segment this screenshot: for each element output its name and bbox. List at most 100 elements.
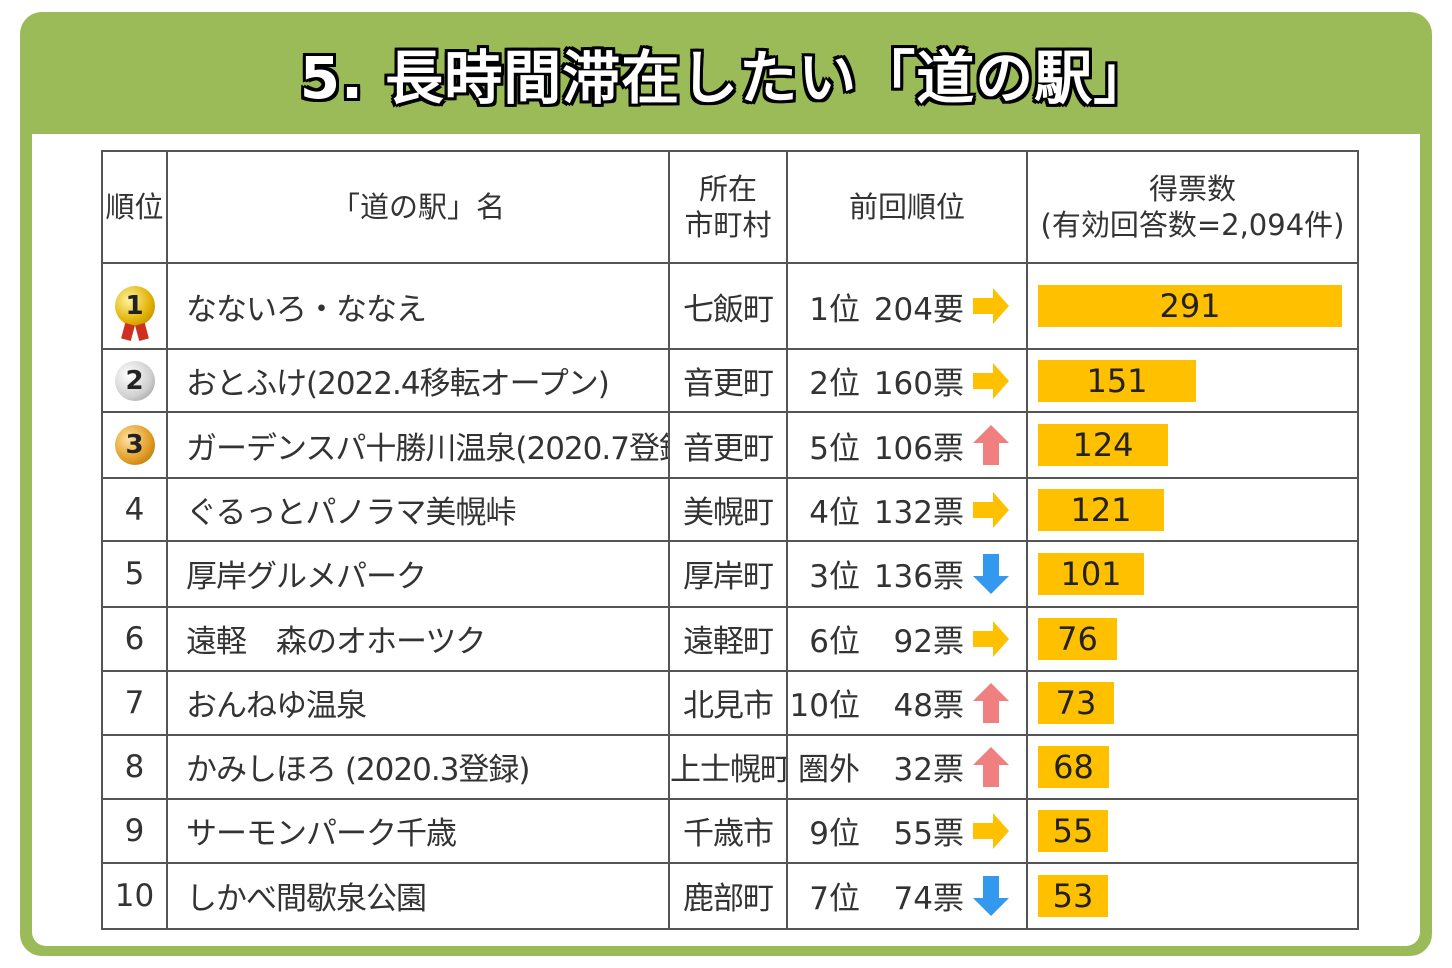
table-row: 7 おんねゆ温泉 北見市 10位 48票 73 <box>101 669 1359 736</box>
header-prev: 前回順位 <box>786 150 1028 264</box>
rank-cell: 9 <box>101 797 168 864</box>
votes-bar: 291 <box>1038 285 1342 328</box>
previous-votes: 106票 <box>873 430 964 467</box>
header-votes: 得票数 (有効回答数=2,094件) <box>1026 150 1359 264</box>
town-name: 千歳市 <box>668 797 788 864</box>
medal-silver-icon: 2 <box>114 360 155 401</box>
table-row: 1 なないろ・ななえ 七飯町 1位 204要 291 <box>101 261 1359 351</box>
rank-cell: 5 <box>101 540 168 608</box>
previous-votes: 48票 <box>893 688 964 725</box>
previous-rank-cell: 4位 132票 <box>786 477 1028 543</box>
votes-bar-label: 121 <box>1070 490 1132 529</box>
previous-votes: 74票 <box>893 881 964 918</box>
town-name: 厚岸町 <box>668 540 788 608</box>
previous-rank-content: 5位 106票 <box>789 414 1025 476</box>
header-town-line2: 市町村 <box>684 208 772 242</box>
votes-cell: 151 <box>1026 348 1359 414</box>
previous-votes: 204要 <box>873 291 964 328</box>
previous-rank-cell: 5位 106票 <box>786 411 1028 480</box>
ribbon-icon <box>120 323 135 342</box>
table-row: 9 サーモンパーク千歳 千歳市 9位 55票 55 <box>101 797 1359 864</box>
previous-rank-cell: 1位 204要 <box>786 261 1028 351</box>
votes-cell: 55 <box>1026 797 1359 864</box>
trend-same-arrow-icon <box>970 617 1012 661</box>
previous-rank-content: 1位 204要 <box>789 265 1025 347</box>
header-town-line1: 所在 <box>698 171 757 206</box>
rank-number: 6 <box>124 620 145 657</box>
town-name: 遠軽町 <box>668 605 788 672</box>
previous-rank-cell: 2位 160票 <box>786 348 1028 414</box>
votes-cell: 124 <box>1026 411 1359 480</box>
previous-votes: 132票 <box>873 495 964 532</box>
station-name: しかべ間歇泉公園 <box>166 861 670 931</box>
votes-bar-label: 55 <box>1052 811 1094 850</box>
rank-number: 10 <box>114 877 155 914</box>
previous-rank-cell: 10位 48票 <box>786 669 1028 736</box>
rank-number: 4 <box>124 491 145 528</box>
medal-bronze-icon: 3 <box>114 425 155 466</box>
rank-cell: 2 <box>101 348 168 414</box>
header-rank: 順位 <box>101 150 168 264</box>
previous-rank: 圏外 <box>798 752 860 789</box>
votes-cell: 121 <box>1026 477 1359 543</box>
previous-rank: 6位 <box>809 624 860 661</box>
town-name: 上士幌町 <box>668 733 788 800</box>
previous-rank-cell: 7位 74票 <box>786 861 1028 931</box>
previous-rank: 9位 <box>809 816 860 853</box>
header-votes-line1: 得票数 <box>1148 171 1236 206</box>
previous-rank-content: 3位 136票 <box>789 543 1025 604</box>
previous-votes: 136票 <box>873 559 964 596</box>
table-body: 1 なないろ・ななえ 七飯町 1位 204要 291 2 おとふけ(2022.4移転オープン)… <box>101 261 1359 931</box>
votes-bar: 55 <box>1038 809 1108 852</box>
trend-up-arrow-icon <box>970 423 1012 467</box>
town-name: 音更町 <box>668 348 788 414</box>
votes-bar-label: 76 <box>1057 619 1098 658</box>
rank-cell: 7 <box>101 669 168 736</box>
previous-rank-cell: 圏外 32票 <box>786 733 1028 800</box>
previous-rank-content: 4位 132票 <box>789 480 1025 539</box>
votes-cell: 68 <box>1026 733 1359 800</box>
previous-rank: 2位 <box>809 366 860 403</box>
votes-cell: 53 <box>1026 861 1359 931</box>
previous-votes: 55票 <box>893 816 964 853</box>
votes-bar-label: 291 <box>1159 287 1221 326</box>
page-title: 5. 長時間滞在したい「道の駅」 <box>299 44 1153 112</box>
trend-up-arrow-icon <box>970 745 1012 789</box>
previous-rank-content: 10位 48票 <box>789 673 1025 733</box>
votes-bar: 121 <box>1038 488 1164 531</box>
table-row: 10 しかべ間歇泉公園 鹿部町 7位 74票 53 <box>101 861 1359 931</box>
rank-number: 1 <box>125 291 144 322</box>
previous-votes: 92票 <box>893 624 964 661</box>
trend-same-arrow-icon <box>970 359 1012 403</box>
table-row: 8 かみしほろ (2020.3登録) 上士幌町 圏外 32票 68 <box>101 733 1359 800</box>
town-name: 北見市 <box>668 669 788 736</box>
previous-votes: 160票 <box>873 366 964 403</box>
trend-down-arrow-icon <box>970 874 1012 918</box>
rank-cell: 10 <box>101 861 168 931</box>
votes-bar-label: 53 <box>1052 876 1094 915</box>
header-votes-line2: (有効回答数=2,094件) <box>1040 208 1345 242</box>
station-name: おんねゆ温泉 <box>166 669 670 736</box>
header-row: 順位 「道の駅」名 所在 市町村 前回順位 得票数 (有効回答数=2,094件) <box>101 150 1359 264</box>
votes-bar: 124 <box>1038 424 1168 467</box>
rank-number: 2 <box>125 365 144 396</box>
station-name: サーモンパーク千歳 <box>166 797 670 864</box>
rank-cell: 3 <box>101 411 168 480</box>
previous-rank: 4位 <box>809 495 860 532</box>
trend-same-arrow-icon <box>970 284 1012 328</box>
votes-bar: 73 <box>1038 681 1114 724</box>
station-name: おとふけ(2022.4移転オープン) <box>166 348 670 414</box>
votes-bar: 151 <box>1038 359 1196 402</box>
header-town: 所在 市町村 <box>668 150 788 264</box>
trend-same-arrow-icon <box>970 809 1012 853</box>
station-name: なないろ・ななえ <box>166 261 670 351</box>
previous-rank-content: 6位 92票 <box>789 609 1025 669</box>
station-name: 厚岸グルメパーク <box>166 540 670 608</box>
votes-bar-label: 151 <box>1086 361 1148 400</box>
votes-bar: 76 <box>1038 617 1117 660</box>
votes-bar: 68 <box>1038 745 1109 788</box>
trend-up-arrow-icon <box>970 681 1012 725</box>
medal-gold-icon: 1 <box>114 286 155 342</box>
rank-number: 7 <box>124 684 145 721</box>
previous-rank-content: 9位 55票 <box>789 801 1025 861</box>
